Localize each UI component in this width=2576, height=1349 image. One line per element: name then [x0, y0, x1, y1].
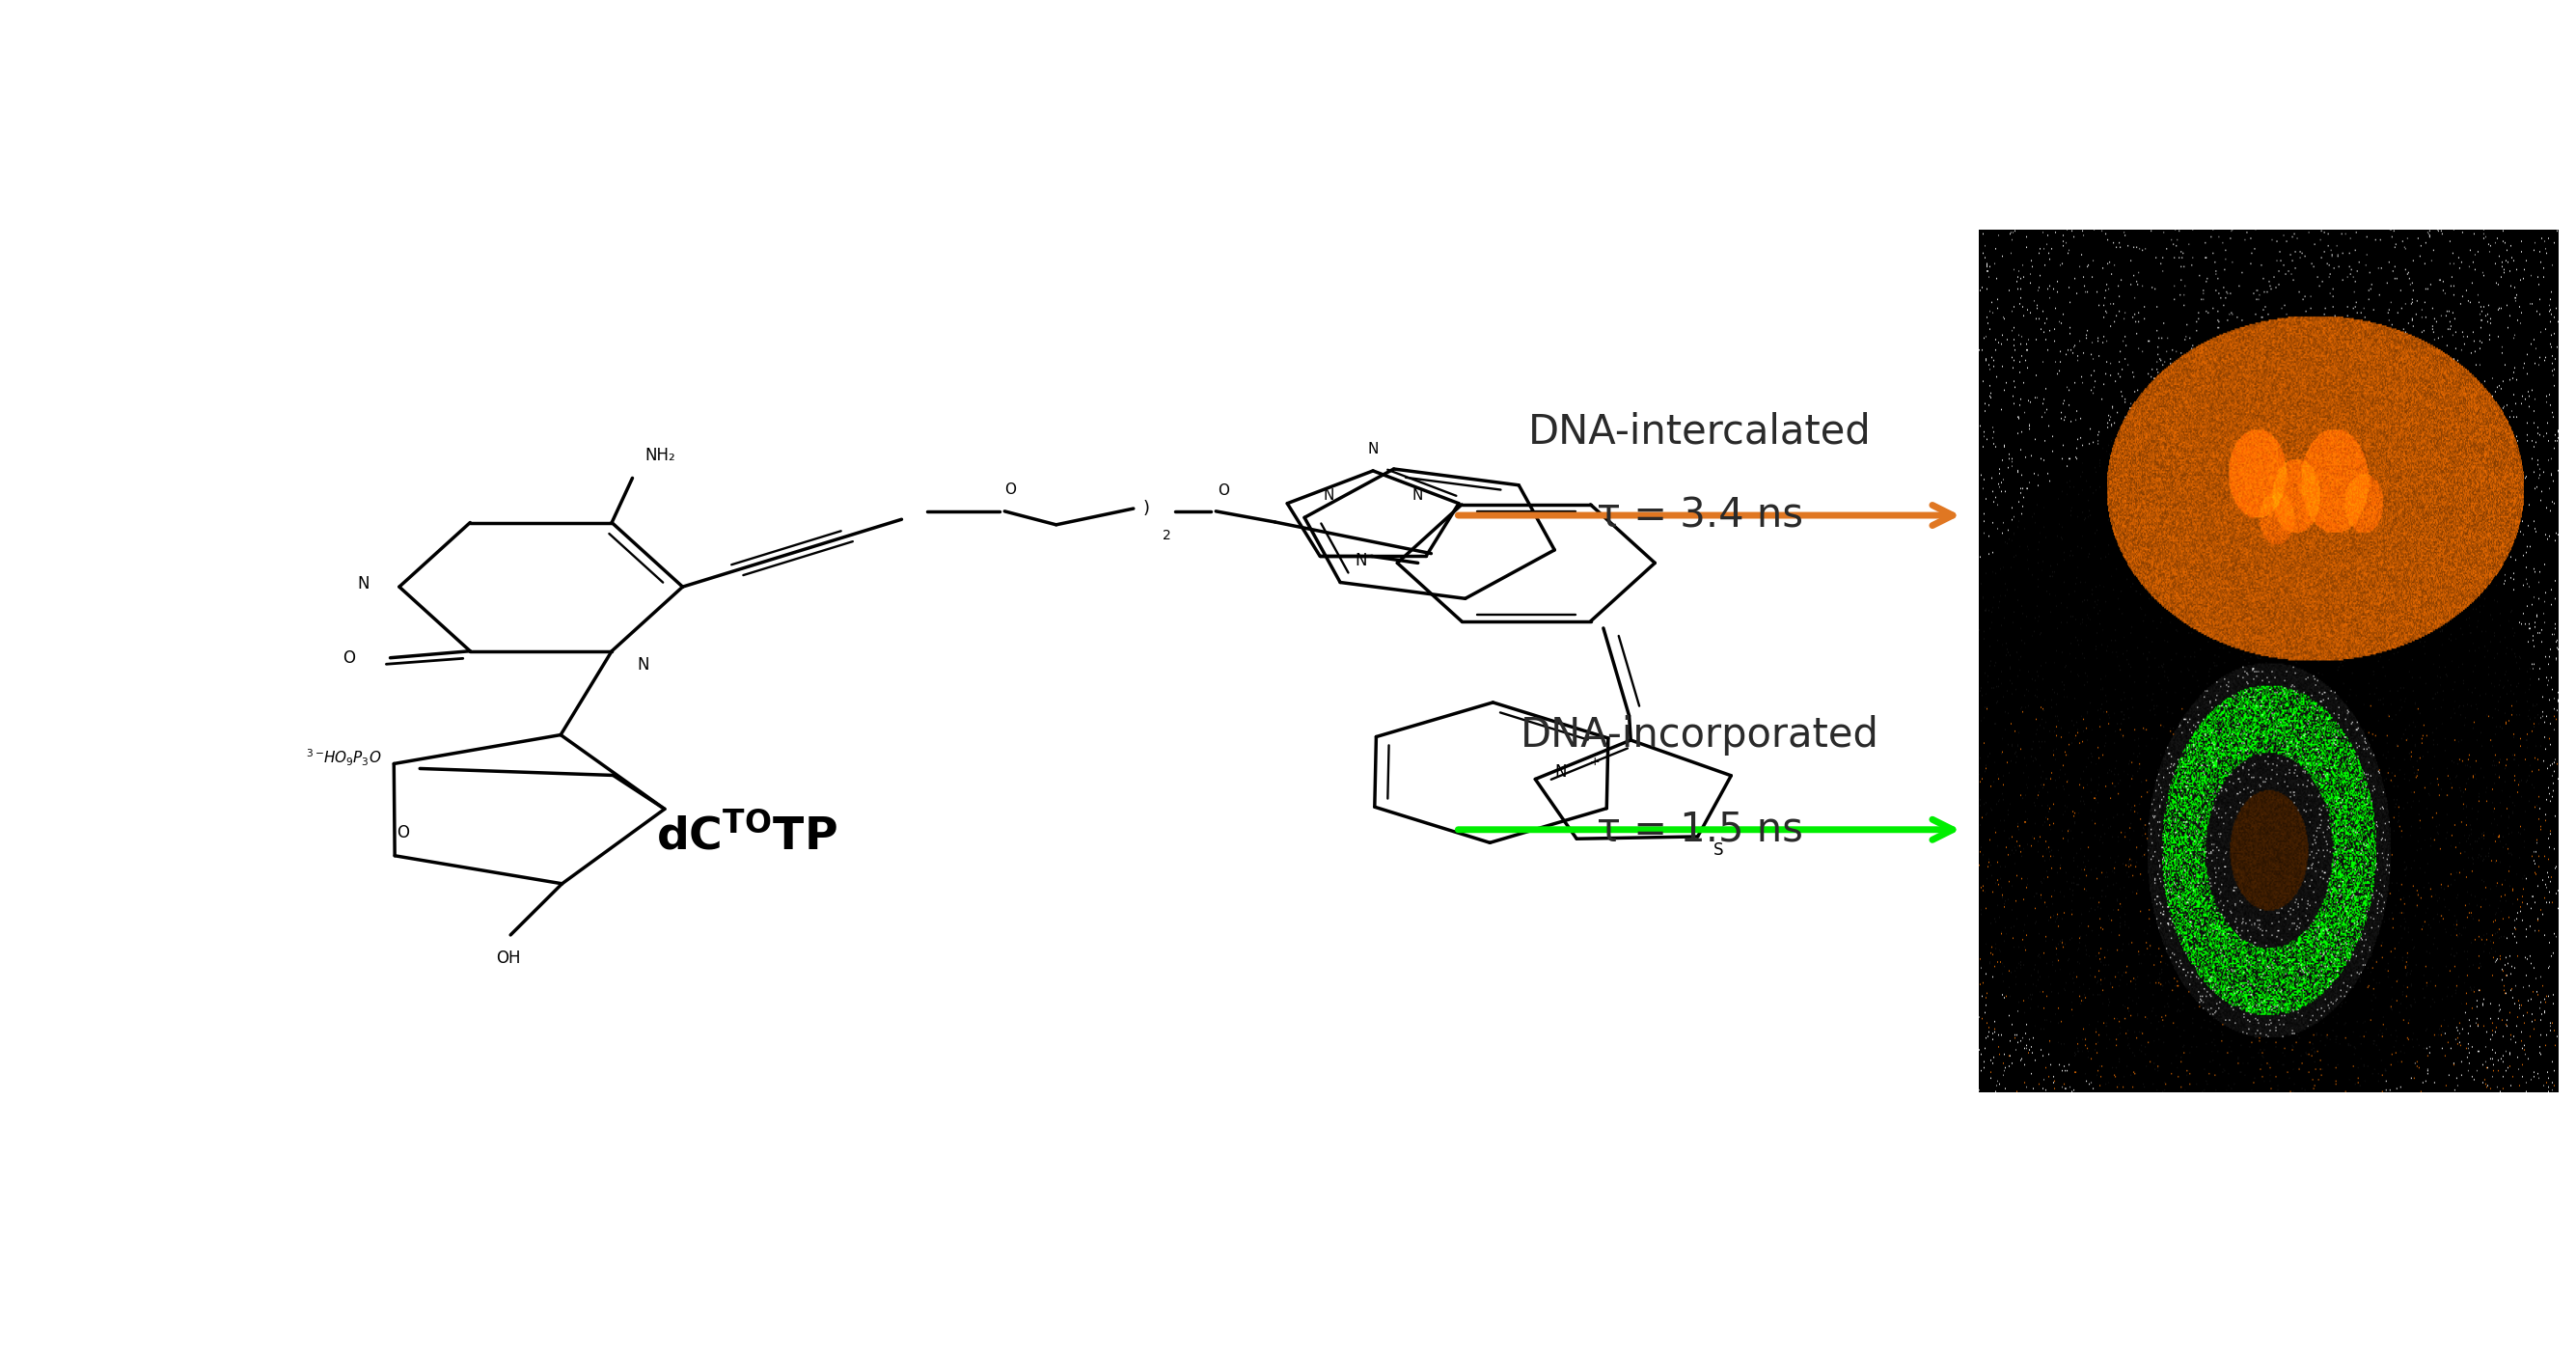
Text: DNA-incorporated: DNA-incorporated: [1520, 715, 1880, 755]
Text: O: O: [343, 649, 355, 666]
Text: τ = 3.4 ns: τ = 3.4 ns: [1597, 495, 1803, 536]
Text: $\mathbf{dC^{TO}TP}$: $\mathbf{dC^{TO}TP}$: [657, 813, 837, 859]
Text: S: S: [1713, 842, 1723, 859]
Text: N: N: [636, 656, 649, 673]
Text: N: N: [1324, 488, 1334, 503]
Text: ): ): [1144, 500, 1149, 517]
Text: 2: 2: [1162, 529, 1172, 542]
Text: DNA-intercalated: DNA-intercalated: [1528, 411, 1873, 452]
Text: N: N: [1355, 552, 1368, 569]
Text: O: O: [1218, 484, 1229, 498]
Text: O: O: [397, 824, 410, 842]
Text: O: O: [1005, 483, 1015, 496]
Text: N: N: [1368, 442, 1378, 456]
Text: NH₂: NH₂: [644, 447, 675, 464]
Text: +: +: [1589, 755, 1600, 768]
Text: τ = 1.5 ns: τ = 1.5 ns: [1597, 809, 1803, 850]
Text: N: N: [1412, 488, 1422, 503]
Text: N: N: [1556, 764, 1566, 781]
Text: N: N: [358, 576, 368, 592]
Text: $^{3-}\!HO_9P_3O$: $^{3-}\!HO_9P_3O$: [307, 747, 381, 768]
Text: OH: OH: [495, 950, 520, 967]
